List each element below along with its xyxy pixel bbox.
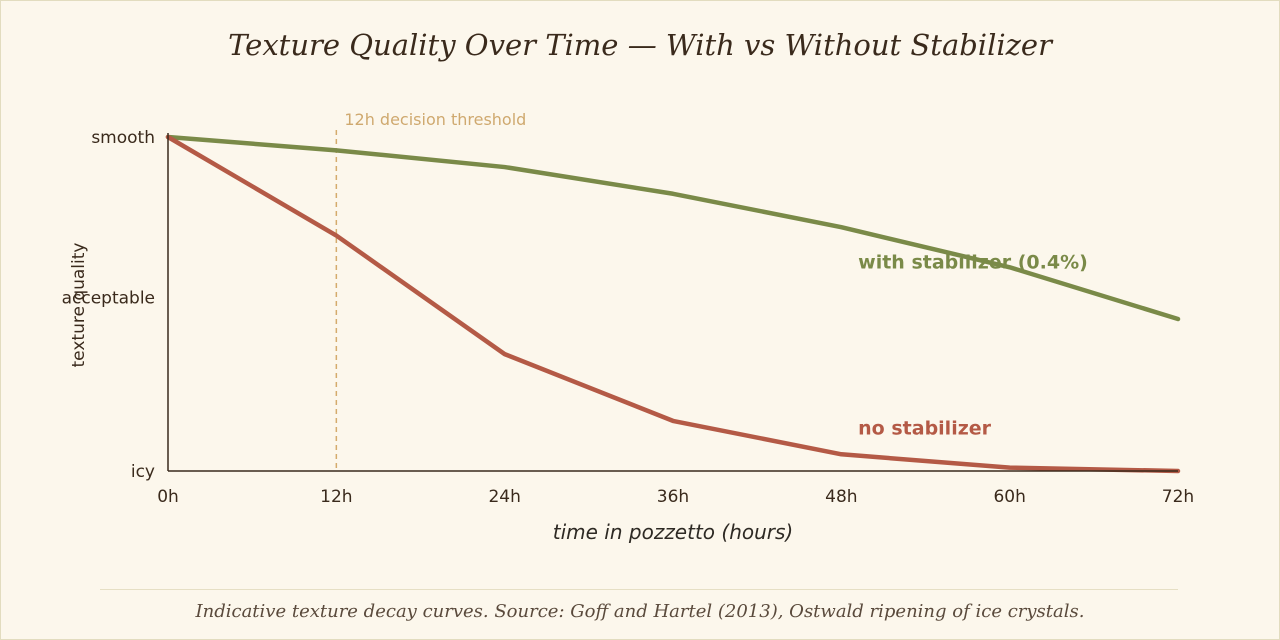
series-label: with stabilizer (0.4%) [858,251,1088,273]
x-tick-label: 36h [657,487,689,507]
line-chart: 12h decision threshold 0h 12h 24h 36h 48h 60h… [62,110,1195,544]
x-tick-label: 60h [993,487,1025,507]
y-tick-label: icy [131,462,155,482]
x-tick-label: 12h [320,487,352,507]
annotations-layer: 12h decision threshold [335,110,526,469]
x-tick-label: 24h [488,487,520,507]
series-layer [165,134,1181,474]
x-tick-label: 0h [157,487,179,507]
series-line [165,134,1181,474]
series-line [165,134,1181,322]
threshold-label: 12h decision threshold [344,110,526,129]
y-tick-labels: icy acceptable smooth [62,128,155,482]
y-tick-label: acceptable [62,288,155,308]
series-labels: with stabilizer (0.4%) no stabilizer [858,251,1088,439]
source-note: Indicative texture decay curves. Source:… [195,601,1085,622]
x-axis-label: time in pozzetto (hours) [553,520,793,544]
x-tick-label: 72h [1162,487,1194,507]
y-axis-label: texture quality [69,243,89,368]
x-tick-labels: 0h 12h 24h 36h 48h 60h 72h [157,487,1194,507]
footer-divider [100,589,1178,590]
y-tick-label: smooth [91,128,155,148]
x-tick-label: 48h [825,487,857,507]
chart-title: Texture Quality Over Time — With vs With… [228,28,1052,62]
series-label: no stabilizer [858,418,991,440]
